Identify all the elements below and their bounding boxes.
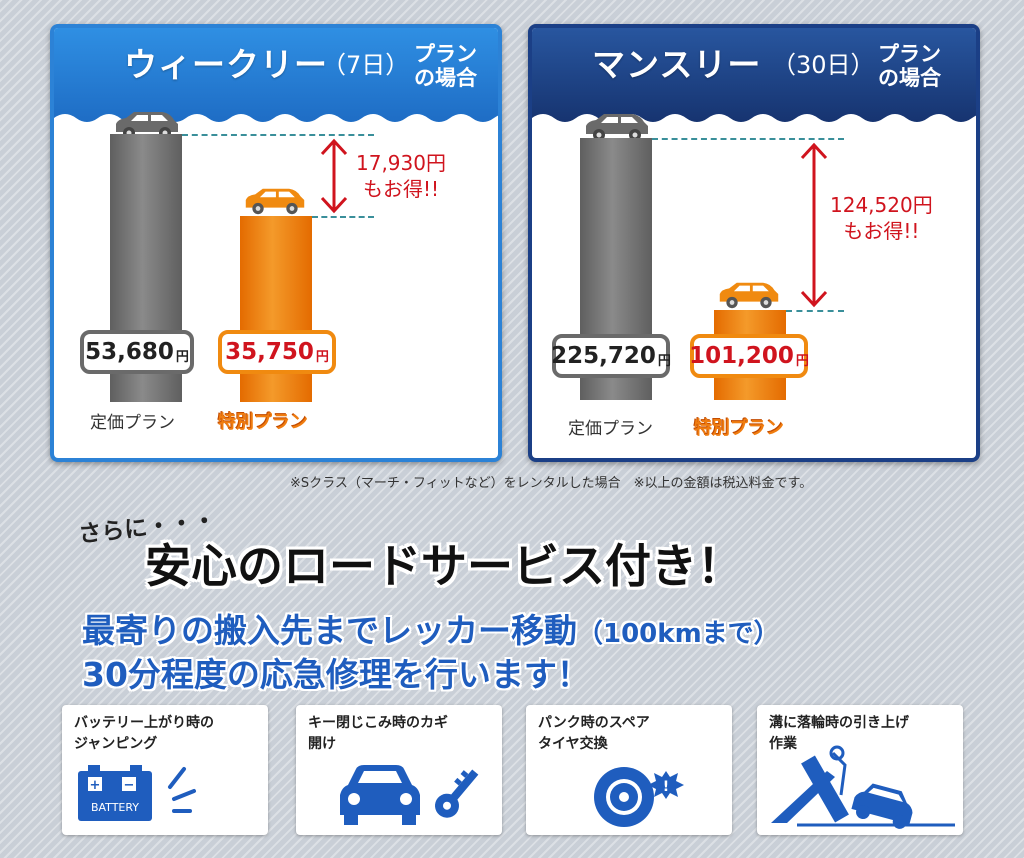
regular-plan-label: 定価プラン: [568, 419, 653, 439]
savings-arrow-icon: [800, 142, 828, 308]
svg-text:−: −: [124, 778, 135, 793]
special-price-badge: 35,750 円: [218, 330, 336, 374]
yen-unit: 円: [315, 349, 329, 365]
savings-arrow-icon: [320, 138, 348, 214]
weekly-title: ウィークリー: [124, 45, 328, 84]
special-car-icon: [719, 282, 779, 309]
regular-car-icon: [586, 114, 648, 141]
special-price-badge: 101,200 円: [689, 334, 809, 378]
monthly-plan-caption: プラン の場合: [878, 42, 941, 90]
weekly-plan-caption: プラン の場合: [414, 42, 477, 90]
regular-price-badge: 53,680 円: [80, 330, 194, 374]
special-plan-label: 特別プラン: [218, 412, 308, 433]
yen-unit: 円: [657, 353, 671, 369]
service-card-key: キー閉じこみ時のカギ 開け: [296, 705, 502, 835]
special-plan-label: 特別プラン: [694, 418, 784, 439]
tire-icon: !: [594, 767, 684, 827]
regular-plan-label: 定価プラン: [90, 413, 175, 433]
monthly-days: （30日）: [772, 51, 875, 79]
weekly-plan-line1: プラン: [414, 42, 477, 66]
svg-text:!: !: [663, 779, 669, 795]
repair-service-line: 30分程度の応急修理を行います！: [82, 655, 590, 694]
weekly-plan-line2: の場合: [414, 66, 477, 90]
weekly-savings-amount: 17,930円: [356, 151, 446, 175]
weekly-plan-panel: ウィークリー （7日） プラン の場合 53,680 円 35,750 円 定価プラ…: [50, 24, 502, 462]
tow-truck-icon: [771, 745, 955, 829]
yen-unit: 円: [795, 353, 809, 369]
regular-level-line: [182, 134, 374, 136]
special-level-line: [786, 310, 844, 312]
weekly-days: （7日）: [322, 51, 410, 79]
monthly-plan-panel: マンスリー （30日） プラン の場合 225,720 円 101,200 円 定価…: [528, 24, 980, 462]
weekly-savings-note: もお得!!: [362, 177, 440, 201]
weekly-savings: 17,930円 もお得!!: [356, 150, 446, 202]
monthly-savings: 124,520円 もお得!!: [830, 192, 933, 244]
special-price-bar: [240, 216, 312, 402]
service-card-battery: バッテリー上がり時の ジャンピング + − BATTERY: [62, 705, 268, 835]
service-card-text: バッテリー上がり時の ジャンピング: [74, 715, 214, 752]
service-card-text: キー閉じこみ時のカギ 開け: [308, 715, 448, 752]
road-service-headline: 安心のロードサービス付き！: [145, 539, 743, 593]
monthly-plan-line2: の場合: [878, 66, 941, 90]
special-level-line: [312, 216, 374, 218]
service-card-text: パンク時のスペア タイヤ交換: [538, 715, 650, 752]
monthly-header: マンスリー （30日） プラン の場合: [532, 28, 976, 126]
spark-lines-icon: [168, 767, 196, 813]
tow-service-main: 最寄りの搬入先までレッカー移動: [82, 611, 577, 650]
regular-price-value: 53,680: [85, 339, 174, 365]
special-price-value: 35,750: [225, 339, 314, 365]
car-key-icon: [340, 765, 479, 825]
service-card-tow: 溝に落輪時の引き上げ 作業: [757, 705, 963, 835]
special-car-icon: [245, 188, 305, 215]
service-card-text: 溝に落輪時の引き上げ 作業: [769, 715, 909, 752]
monthly-plan-line1: プラン: [878, 42, 941, 66]
regular-level-line: [652, 138, 844, 140]
battery-label: BATTERY: [90, 801, 140, 814]
special-price-value: 101,200: [689, 343, 794, 369]
regular-price-badge: 225,720 円: [551, 334, 671, 378]
monthly-savings-note: もお得!!: [843, 219, 920, 243]
monthly-savings-amount: 124,520円: [830, 193, 933, 217]
regular-price-value: 225,720: [551, 343, 656, 369]
service-card-tire: パンク時のスペア タイヤ交換 !: [526, 705, 732, 835]
tow-service-line: 最寄りの搬入先までレッカー移動（100kmまで）: [82, 604, 780, 652]
yen-unit: 円: [175, 349, 189, 365]
monthly-title: マンスリー: [592, 45, 762, 84]
footnote: ※Sクラス（マーチ・フィットなど）をレンタルした場合 ※以上の金額は税込料金です…: [290, 476, 813, 491]
svg-text:+: +: [90, 778, 101, 793]
weekly-header: ウィークリー （7日） プラン の場合: [54, 28, 498, 126]
tow-service-limit: （100kmまで）: [577, 619, 780, 649]
battery-icon: + −: [78, 765, 196, 821]
